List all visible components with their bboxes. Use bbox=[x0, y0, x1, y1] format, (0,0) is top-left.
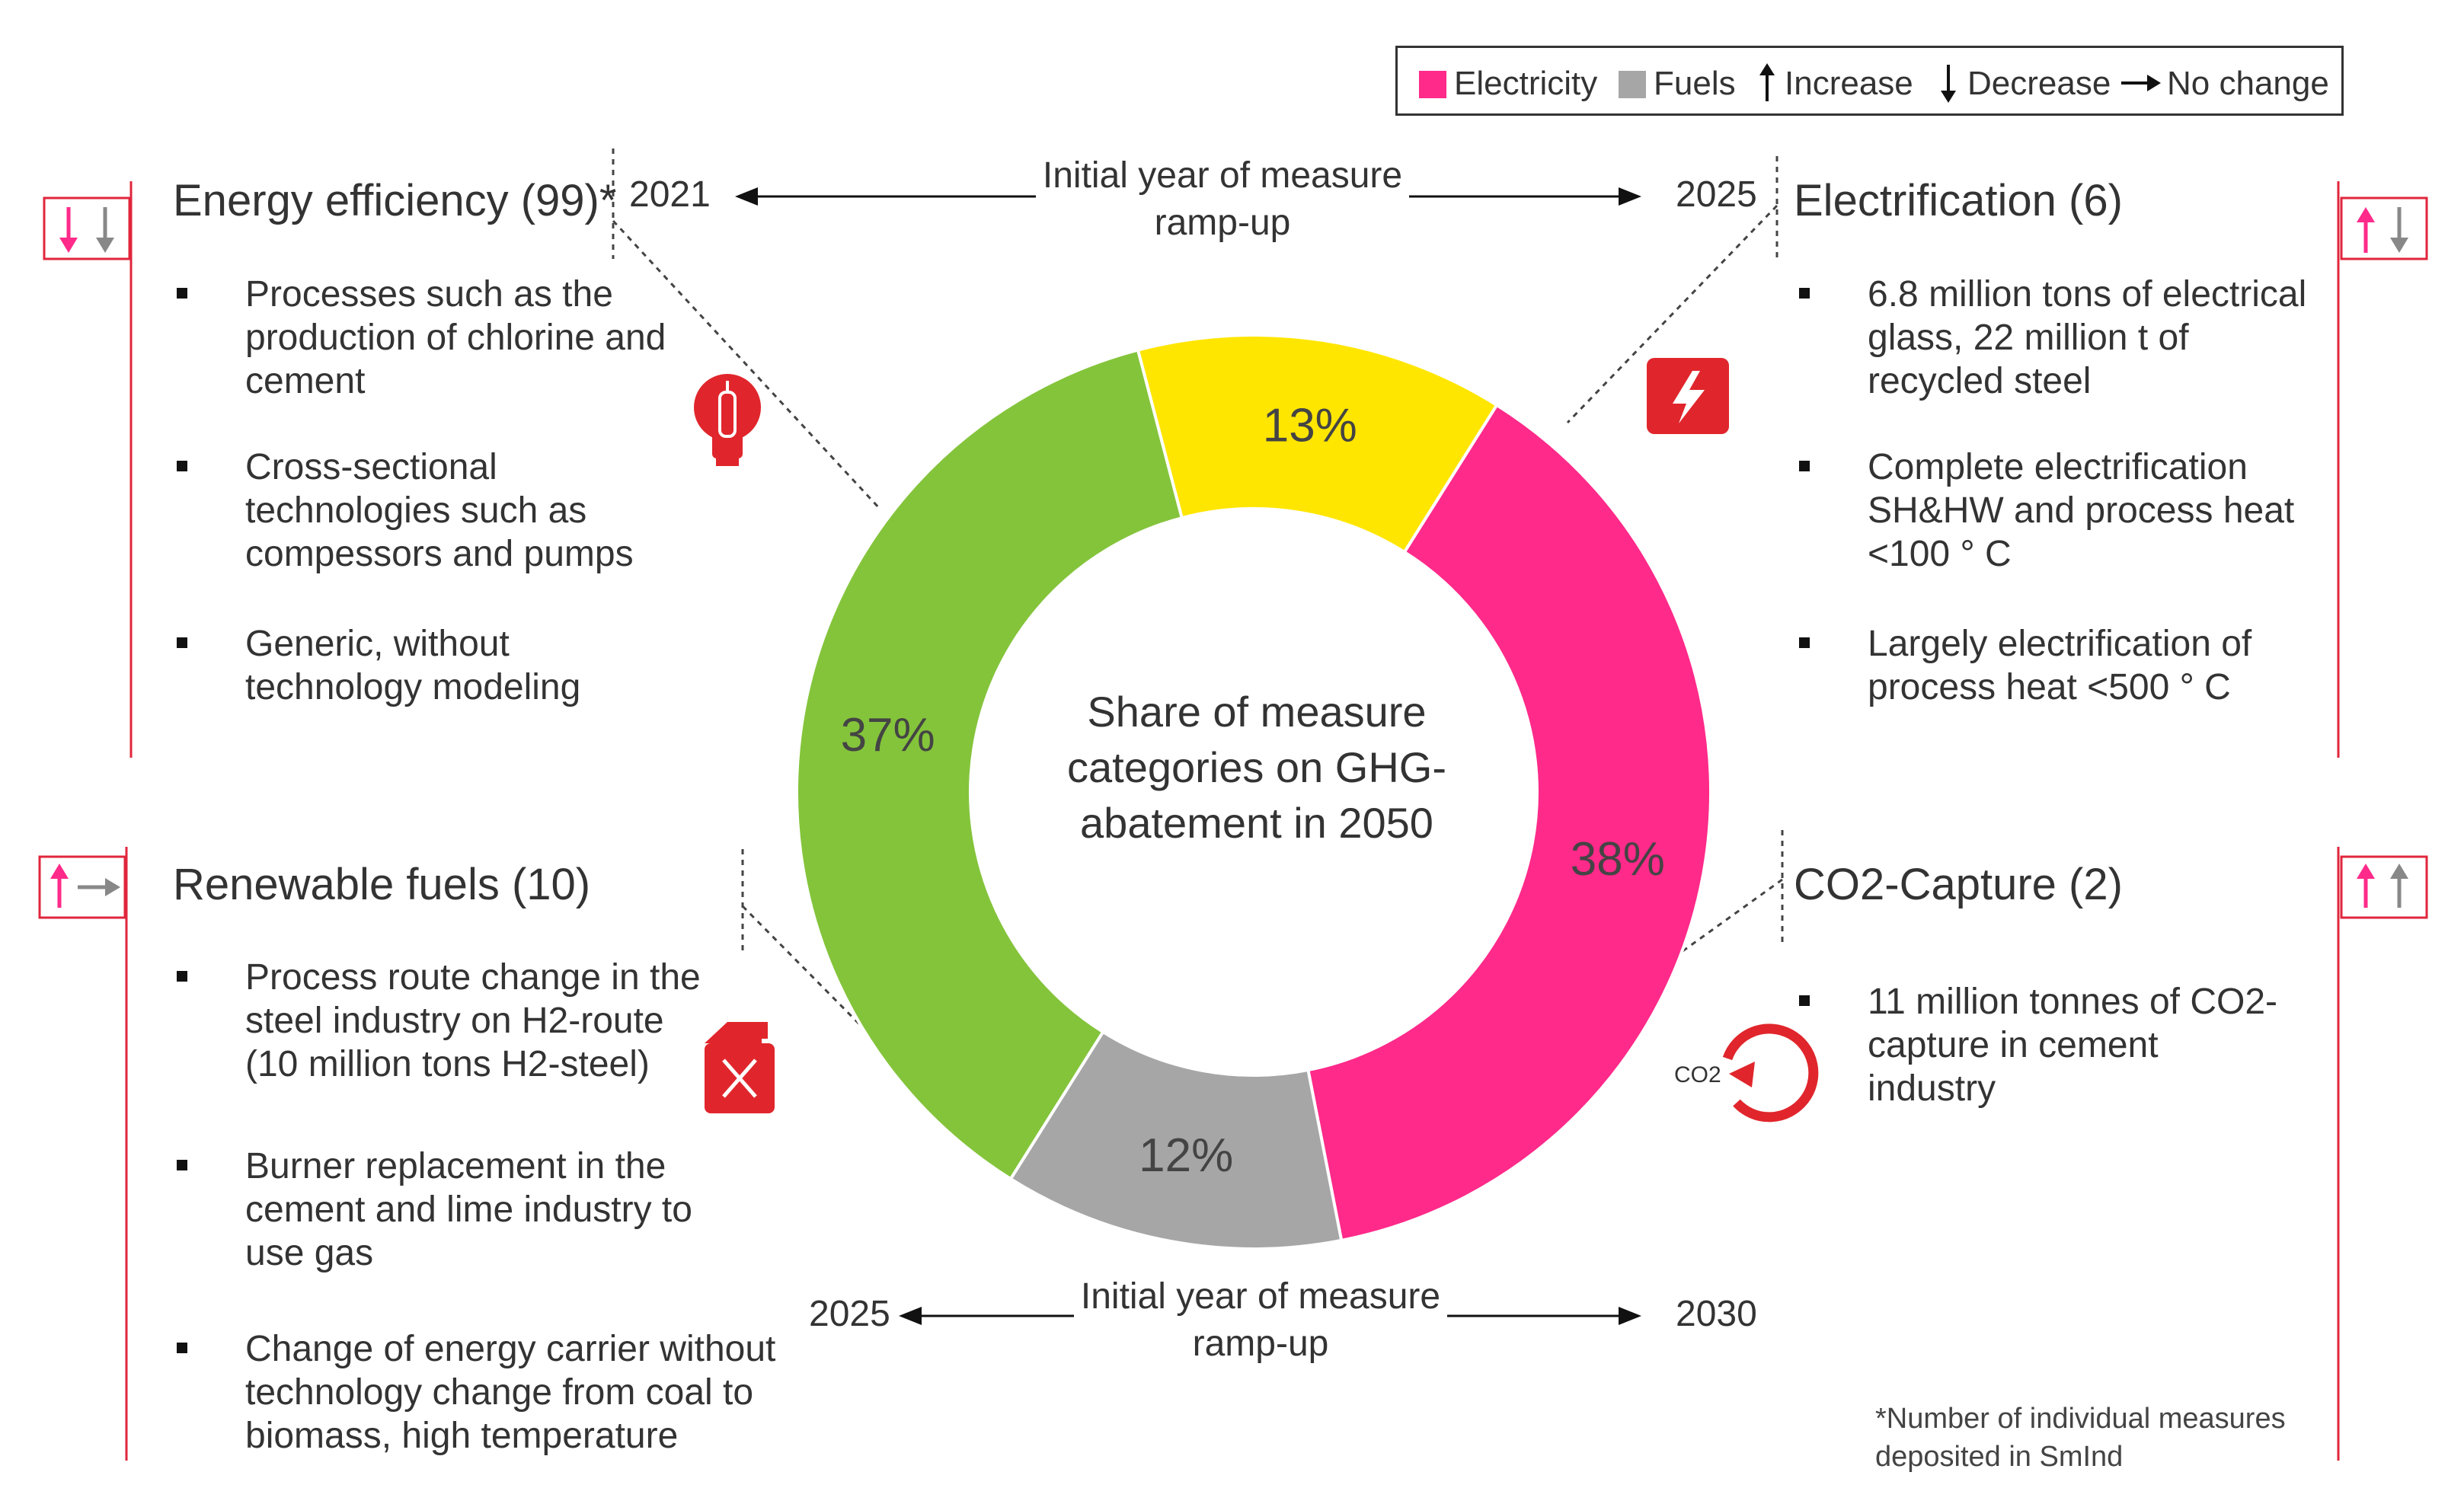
legend-electricity: Electricity bbox=[1454, 65, 1598, 102]
donut-slice-co2-capture bbox=[1008, 1030, 1344, 1249]
ramp-bottom-arrows bbox=[899, 1307, 1641, 1325]
fuels-swatch bbox=[1619, 71, 1646, 98]
electrification-indicator-box bbox=[2340, 196, 2428, 260]
electricity-swatch bbox=[1419, 71, 1446, 98]
donut-label-electrification: 38% bbox=[1571, 833, 1665, 886]
donut-label-renewable-fuels: 37% bbox=[841, 709, 935, 762]
co2-bullet-1: 11 million tonnes of CO2-capture in ceme… bbox=[1799, 980, 2294, 1110]
legend-decrease: Decrease bbox=[1967, 65, 2111, 102]
co2-icon-label: CO2 bbox=[1674, 1062, 1721, 1087]
donut-slice-energy-efficiency bbox=[1136, 335, 1499, 554]
ramp-top-arrows bbox=[735, 187, 1641, 206]
legend-increase: Increase bbox=[1785, 65, 1913, 102]
fuel-canister-icon bbox=[705, 1022, 775, 1113]
efficiency-arrows bbox=[59, 207, 114, 253]
renewable-indicator-box bbox=[38, 855, 126, 919]
donut-label-co2-capture: 12% bbox=[1139, 1129, 1233, 1182]
electrification-bullet-1: 6.8 million tons of electrical glass, 22… bbox=[1799, 273, 2325, 403]
donut-label-energy-efficiency: 13% bbox=[1263, 400, 1357, 452]
donut-chart: 38% 12% 37% 13% bbox=[797, 335, 1711, 1249]
efficiency-bullet-2: Cross-sectional technologies such as com… bbox=[177, 445, 657, 576]
electrification-bullet-2: Complete electrification SH&HW and proce… bbox=[1799, 445, 2317, 576]
electrification-bullet-3: Largely electrification of process heat … bbox=[1799, 622, 2325, 709]
renewable-bullet-3: Change of energy carrier without technol… bbox=[177, 1327, 809, 1458]
legend-no-change: No change bbox=[2167, 65, 2329, 102]
energy-efficiency-title: Energy efficiency (99)* bbox=[173, 176, 617, 225]
electrification-arrows bbox=[2357, 207, 2408, 253]
lightbulb-icon bbox=[694, 374, 761, 466]
efficiency-bullet-3: Generic, without technology modeling bbox=[177, 622, 657, 709]
ramp-top-label: Initial year of measure ramp-up bbox=[1042, 155, 1403, 243]
increase-arrow-icon bbox=[1759, 63, 1775, 101]
efficiency-indicator-box bbox=[43, 196, 131, 260]
electrification-title: Electrification (6) bbox=[1794, 176, 2123, 225]
lightning-icon bbox=[1647, 358, 1729, 434]
legend: Electricity Fuels Increase Decrease No c… bbox=[1395, 46, 2344, 116]
renewable-bullet-1: Process route change in the steel indust… bbox=[177, 956, 717, 1086]
renewable-arrows bbox=[50, 864, 120, 908]
donut-slice-renewable-fuels bbox=[797, 348, 1184, 1181]
co2-cycle-icon bbox=[1722, 1023, 1819, 1122]
legend-fuels: Fuels bbox=[1654, 65, 1736, 102]
efficiency-bullet-1: Processes such as the production of chlo… bbox=[177, 273, 672, 403]
footnote: *Number of individual measures deposited… bbox=[1875, 1403, 2286, 1473]
chart-center-title: Share of measure categories on GHG-abate… bbox=[1067, 688, 1446, 847]
co2-indicator-box bbox=[2340, 855, 2428, 919]
renewable-bullet-2: Burner replacement in the cement and lim… bbox=[177, 1145, 702, 1275]
ramp-bottom-start-year: 2025 bbox=[809, 1294, 890, 1334]
ramp-top-end-year: 2025 bbox=[1676, 174, 1757, 215]
decrease-arrow-icon bbox=[1941, 65, 1956, 103]
donut-slice-electrification bbox=[1306, 403, 1711, 1243]
co2-capture-title: CO2-Capture (2) bbox=[1794, 860, 2123, 909]
no-change-arrow-icon bbox=[2121, 75, 2161, 91]
renewable-fuels-title: Renewable fuels (10) bbox=[173, 860, 591, 909]
ramp-bottom-end-year: 2030 bbox=[1676, 1294, 1757, 1334]
ramp-top-start-year: 2021 bbox=[629, 174, 711, 215]
ramp-bottom-label: Initial year of measure ramp-up bbox=[1080, 1276, 1441, 1364]
co2-arrows bbox=[2357, 864, 2408, 908]
